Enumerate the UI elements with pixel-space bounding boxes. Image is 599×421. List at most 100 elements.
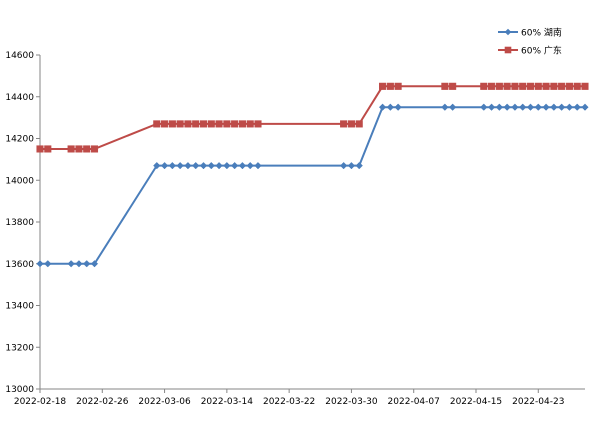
series-1 <box>36 103 589 268</box>
legend-label: 60% 广东 <box>521 45 562 57</box>
data-point <box>223 120 231 128</box>
y-tick-label: 14400 <box>5 93 34 103</box>
data-point <box>184 161 192 170</box>
data-point <box>355 161 363 170</box>
data-point <box>526 103 535 111</box>
data-point <box>83 145 91 153</box>
y-tick-label: 14000 <box>5 176 34 186</box>
data-point <box>441 82 449 90</box>
data-point <box>355 120 363 128</box>
data-point <box>386 103 395 111</box>
data-point <box>339 161 348 170</box>
y-tick-label: 14600 <box>5 51 34 61</box>
data-point <box>542 82 550 90</box>
data-point <box>160 161 169 170</box>
plot-area <box>36 82 589 268</box>
data-point <box>230 161 239 170</box>
data-point <box>394 103 402 111</box>
data-point <box>246 120 254 128</box>
data-point <box>215 161 223 170</box>
data-point <box>238 120 246 128</box>
data-point <box>168 120 176 128</box>
data-point <box>394 82 402 90</box>
data-point <box>36 260 44 268</box>
data-point <box>542 103 550 111</box>
data-point <box>550 82 558 90</box>
data-point <box>480 82 488 90</box>
y-tick-label: 13000 <box>5 385 34 395</box>
data-point <box>448 103 457 111</box>
x-tick-label: 2022-03-30 <box>325 397 378 407</box>
data-point <box>90 260 99 268</box>
data-point <box>565 82 573 90</box>
data-point <box>378 103 387 111</box>
legend: 60% 湖南 60% 广东 <box>498 27 562 57</box>
y-tick-label: 13200 <box>5 343 34 353</box>
data-point <box>153 120 161 128</box>
y-axis-ticks: 13000 13200 13400 13600 13800 14000 14200 14400… <box>5 51 40 395</box>
data-point <box>67 145 75 153</box>
legend-marker <box>504 46 512 54</box>
data-point <box>184 120 192 128</box>
data-point <box>207 161 215 170</box>
data-point <box>519 82 527 90</box>
data-point <box>231 120 239 128</box>
data-point <box>238 161 247 170</box>
data-point <box>153 161 161 170</box>
data-point <box>176 161 184 170</box>
data-point <box>488 82 496 90</box>
series-2 <box>36 82 589 153</box>
data-point <box>192 120 200 128</box>
data-point <box>75 145 83 153</box>
data-point <box>254 120 262 128</box>
data-point <box>67 260 75 268</box>
legend-item-2: 60% 广东 <box>498 45 562 57</box>
data-point <box>347 161 356 170</box>
data-point <box>480 103 488 111</box>
legend-item-1: 60% 湖南 <box>498 27 562 39</box>
data-point <box>550 103 558 111</box>
data-point <box>207 120 215 128</box>
data-point <box>215 120 223 128</box>
y-tick-label: 14200 <box>5 135 34 145</box>
data-point <box>36 145 44 153</box>
data-point <box>449 82 457 90</box>
data-point <box>379 82 387 90</box>
y-tick-label: 13400 <box>5 302 34 312</box>
y-tick-label: 13800 <box>5 218 34 228</box>
data-point <box>573 103 581 111</box>
data-point <box>90 145 99 153</box>
data-point <box>511 103 519 111</box>
data-point <box>83 260 91 268</box>
x-tick-label: 2022-02-18 <box>14 397 67 407</box>
x-tick-label: 2022-03-14 <box>201 397 254 407</box>
data-point <box>192 161 200 170</box>
data-point <box>558 82 566 90</box>
data-point <box>340 120 348 128</box>
data-point <box>199 120 208 128</box>
data-point <box>495 103 504 111</box>
data-point <box>534 103 542 111</box>
data-point <box>168 161 177 170</box>
data-point <box>44 260 52 268</box>
data-point <box>199 161 208 170</box>
data-point <box>519 103 527 111</box>
data-point <box>581 103 589 111</box>
data-point <box>223 161 231 170</box>
data-point <box>581 82 589 90</box>
data-point <box>75 260 83 268</box>
data-point <box>44 145 52 153</box>
data-point <box>246 161 254 170</box>
data-point <box>495 82 503 90</box>
data-point <box>565 103 574 111</box>
x-axis-ticks: 2022-02-18 2022-02-26 2022-03-06 2022-03-14… <box>14 389 564 407</box>
data-point <box>386 82 394 90</box>
data-point <box>487 103 496 111</box>
data-point <box>161 120 169 128</box>
x-tick-label: 2022-02-26 <box>76 397 129 407</box>
data-point <box>511 82 519 90</box>
data-point <box>534 82 542 90</box>
series-line <box>40 106 585 265</box>
x-tick-label: 2022-04-15 <box>450 397 502 407</box>
